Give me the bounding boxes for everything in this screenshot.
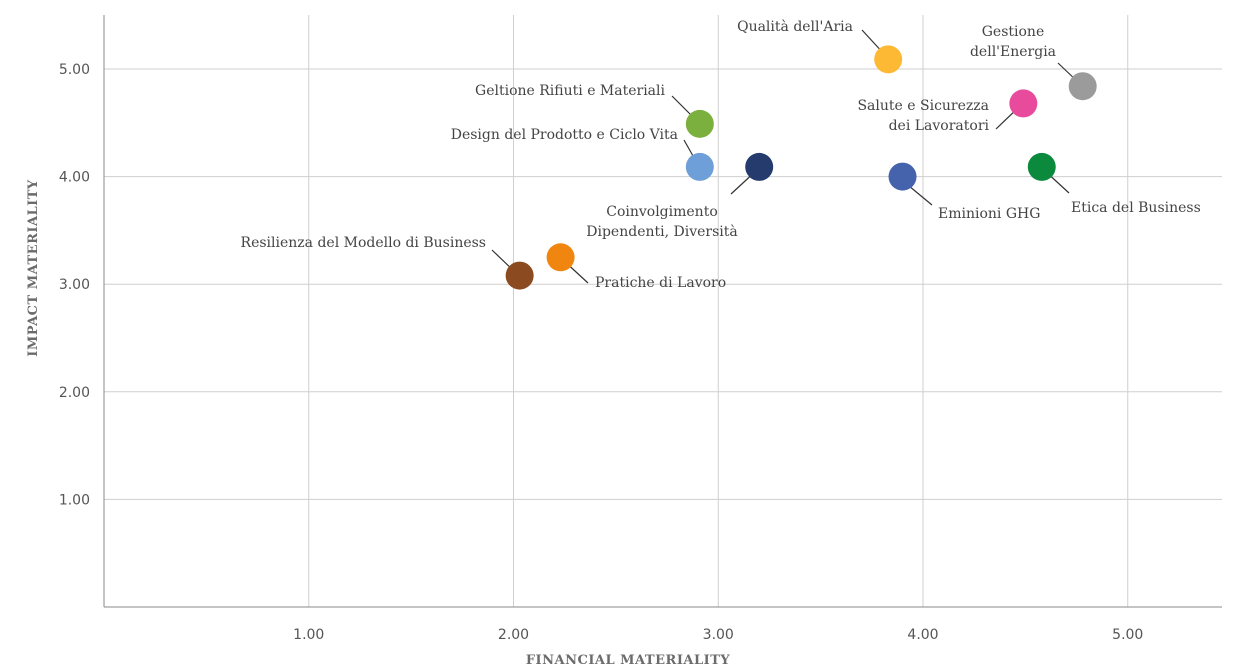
point-label-line: Salute e Sicurezza — [857, 98, 989, 114]
point-label-line: Design del Prodotto e Ciclo Vita — [451, 127, 678, 143]
data-point — [1028, 153, 1056, 181]
point-label-line: Geltione Rifiuti e Materiali — [475, 83, 665, 99]
point-label: Qualità dell'Aria — [737, 18, 853, 35]
y-axis-title: IMPACT MATERIALITY — [26, 179, 41, 357]
point-label-line: dei Lavoratori — [889, 118, 990, 134]
x-tick-label: 2.00 — [498, 627, 529, 643]
point-label-line: Qualità dell'Aria — [737, 18, 853, 35]
point-label: Resilienza del Modello di Business — [241, 235, 486, 251]
leader-lines — [492, 30, 1079, 283]
data-point — [686, 110, 714, 138]
data-point — [889, 163, 917, 191]
grid — [104, 15, 1222, 607]
x-axis-title: FINANCIAL MATERIALITY — [526, 653, 731, 668]
point-label-line: Coinvolgimento — [606, 204, 718, 220]
y-tick-label: 2.00 — [59, 385, 90, 401]
x-tick-label: 4.00 — [907, 627, 938, 643]
data-points — [506, 45, 1097, 289]
y-tick-labels: 1.00 2.00 3.00 4.00 5.00 — [59, 62, 90, 508]
point-label: Geltione Rifiuti e Materiali — [475, 83, 665, 99]
y-tick-label: 3.00 — [59, 277, 90, 293]
data-point — [1069, 72, 1097, 100]
y-tick-label: 5.00 — [59, 62, 90, 78]
point-label-line: Resilienza del Modello di Business — [241, 235, 486, 251]
y-tick-label: 1.00 — [59, 492, 90, 508]
x-tick-label: 3.00 — [703, 627, 734, 643]
point-label: Etica del Business — [1071, 200, 1201, 216]
x-tick-label: 1.00 — [293, 627, 324, 643]
data-point — [874, 45, 902, 73]
y-tick-label: 4.00 — [59, 170, 90, 186]
point-label: Pratiche di Lavoro — [595, 275, 726, 291]
x-tick-labels: 1.00 2.00 3.00 4.00 5.00 — [293, 627, 1143, 643]
point-label: Design del Prodotto e Ciclo Vita — [451, 127, 678, 143]
data-point — [506, 262, 534, 290]
point-label: Coinvolgimento Dipendenti, Diversità — [586, 204, 737, 240]
point-labels: Qualità dell'Aria Gestione dell'Energia Gel… — [241, 18, 1201, 291]
point-label-line: Pratiche di Lavoro — [595, 275, 726, 291]
x-tick-label: 5.00 — [1112, 627, 1143, 643]
point-label-line: Etica del Business — [1071, 200, 1201, 216]
point-label-line: Eminioni GHG — [938, 206, 1040, 222]
point-label-line: dell'Energia — [970, 44, 1056, 60]
point-label-line: Gestione — [982, 24, 1045, 40]
data-point — [1009, 89, 1037, 117]
point-label: Eminioni GHG — [938, 206, 1040, 222]
point-label: Gestione dell'Energia — [970, 24, 1056, 60]
data-point — [686, 153, 714, 181]
axes — [104, 15, 1222, 607]
data-point — [745, 153, 773, 181]
point-label-line: Dipendenti, Diversità — [586, 223, 737, 240]
data-point — [547, 243, 575, 271]
